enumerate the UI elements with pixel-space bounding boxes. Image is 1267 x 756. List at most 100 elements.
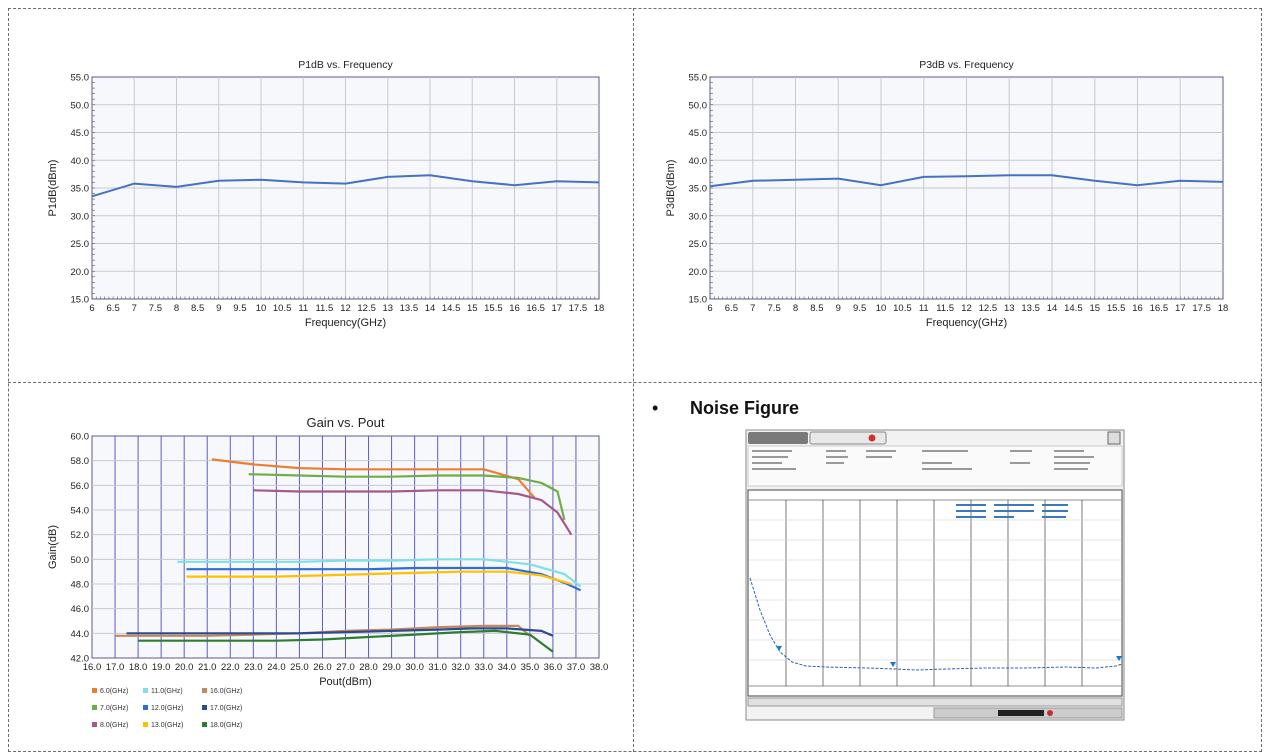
series-line-2 — [253, 489, 573, 536]
x-tick-label: 25.0 — [290, 662, 309, 673]
x-axis-label: Pout(dBm) — [319, 676, 372, 688]
x-tick-label: 12 — [961, 303, 972, 314]
x-tick-label: 14 — [1047, 303, 1058, 314]
x-tick-label: 24.0 — [267, 662, 286, 673]
x-tick-label: 18 — [594, 303, 605, 314]
x-tick-label: 37.0 — [567, 662, 586, 673]
y-tick-label: 48.0 — [71, 580, 90, 591]
x-tick-label: 34.0 — [498, 662, 517, 673]
legend-label: 11.0(GHz) — [151, 688, 183, 695]
x-tick-label: 21.0 — [198, 662, 217, 673]
y-tick-label: 25.0 — [689, 239, 708, 250]
divider-horizontal — [8, 382, 1262, 383]
y-tick-label: 30.0 — [689, 211, 708, 222]
x-tick-label: 38.0 — [590, 662, 609, 673]
x-tick-label: 9 — [836, 303, 841, 314]
x-tick-label: 31.0 — [428, 662, 447, 673]
x-tick-label: 13 — [1004, 303, 1015, 314]
x-tick-label: 11.5 — [315, 303, 333, 314]
series-line-1 — [248, 473, 566, 521]
series-line-0 — [709, 174, 1224, 188]
y-tick-label: 45.0 — [689, 128, 708, 139]
page-frame — [8, 8, 1262, 752]
series-line-0 — [91, 174, 600, 198]
legend-swatch — [202, 688, 207, 693]
legend-swatch — [92, 722, 97, 727]
x-tick-label: 11 — [298, 303, 308, 314]
x-tick-label: 17.5 — [1192, 303, 1211, 314]
x-tick-label: 8 — [174, 303, 179, 314]
x-tick-label: 12.5 — [357, 303, 376, 314]
x-tick-label: 12.5 — [979, 303, 998, 314]
x-tick-label: 27.0 — [336, 662, 355, 673]
chart-title: P1dB vs. Frequency — [298, 59, 393, 71]
x-tick-label: 15.5 — [484, 303, 503, 314]
x-tick-label: 9.5 — [853, 303, 866, 314]
x-tick-label: 20.0 — [175, 662, 194, 673]
x-tick-label: 11.5 — [936, 303, 954, 314]
y-tick-label: 40.0 — [71, 156, 90, 167]
x-axis-label: Frequency(GHz) — [305, 317, 386, 329]
x-tick-label: 32.0 — [451, 662, 470, 673]
x-tick-label: 19.0 — [152, 662, 171, 673]
x-tick-label: 10.5 — [893, 303, 912, 314]
x-tick-label: 17.5 — [569, 303, 588, 314]
gain-vs-pout-chart: 16.0 17.0 18.0 19.0 20.0 21.0 22.0 23.0 24.0 25.0… — [47, 415, 609, 729]
y-tick-label: 15.0 — [689, 295, 708, 306]
noise-figure-heading: Noise Figure — [690, 398, 800, 418]
x-tick-label: 6 — [89, 303, 94, 314]
x-tick-label: 14 — [425, 303, 436, 314]
x-tick-label: 7.5 — [768, 303, 781, 314]
divider-vertical — [633, 8, 634, 752]
series-line-7 — [126, 627, 554, 637]
legend-swatch — [92, 705, 97, 710]
y-tick-label: 40.0 — [689, 156, 708, 167]
x-tick-label: 35.0 — [521, 662, 540, 673]
legend-label: 18.0(GHz) — [210, 722, 242, 729]
y-tick-label: 46.0 — [71, 604, 90, 615]
x-tick-label: 18.0 — [129, 662, 148, 673]
x-tick-label: 10.5 — [273, 303, 292, 314]
series-line-5 — [186, 570, 572, 586]
x-tick-label: 16.0 — [83, 662, 102, 673]
legend-swatch — [143, 705, 148, 710]
bullet-icon: • — [652, 398, 659, 418]
legend-swatch — [143, 688, 148, 693]
y-tick-label: 50.0 — [689, 100, 708, 111]
chart-title: Gain vs. Pout — [306, 415, 384, 430]
x-tick-label: 17.0 — [106, 662, 125, 673]
y-tick-label: 50.0 — [71, 555, 90, 566]
legend-label: 13.0(GHz) — [151, 722, 183, 729]
y-tick-label: 35.0 — [689, 184, 708, 195]
x-tick-label: 8 — [793, 303, 798, 314]
x-tick-label: 23.0 — [244, 662, 263, 673]
legend-label: 17.0(GHz) — [210, 705, 242, 712]
x-tick-label: 13.5 — [1021, 303, 1040, 314]
x-axis-label: Frequency(GHz) — [926, 317, 1007, 329]
x-tick-label: 33.0 — [475, 662, 494, 673]
legend-swatch — [202, 705, 207, 710]
x-tick-label: 30.0 — [405, 662, 424, 673]
x-tick-label: 7 — [132, 303, 137, 314]
x-tick-label: 6.5 — [725, 303, 738, 314]
y-tick-label: 44.0 — [71, 629, 90, 640]
x-tick-label: 17 — [1175, 303, 1186, 314]
x-tick-label: 36.0 — [544, 662, 563, 673]
legend-swatch — [92, 688, 97, 693]
y-tick-label: 25.0 — [71, 239, 90, 250]
y-tick-label: 35.0 — [71, 184, 90, 195]
x-tick-label: 28.0 — [359, 662, 378, 673]
legend-label: 6.0(GHz) — [100, 688, 128, 695]
chart-title: P3dB vs. Frequency — [919, 59, 1014, 71]
x-tick-label: 18 — [1218, 303, 1229, 314]
legend-swatch — [143, 722, 148, 727]
y-tick-label: 55.0 — [71, 73, 90, 84]
y-tick-label: 45.0 — [71, 128, 90, 139]
legend-label: 8.0(GHz) — [100, 722, 128, 729]
x-tick-label: 6.5 — [107, 303, 120, 314]
x-tick-label: 26.0 — [313, 662, 332, 673]
y-tick-label: 50.0 — [71, 100, 90, 111]
y-tick-label: 60.0 — [71, 432, 90, 443]
series-line-8 — [138, 629, 554, 653]
noise-figure-screenshot — [745, 429, 1125, 721]
